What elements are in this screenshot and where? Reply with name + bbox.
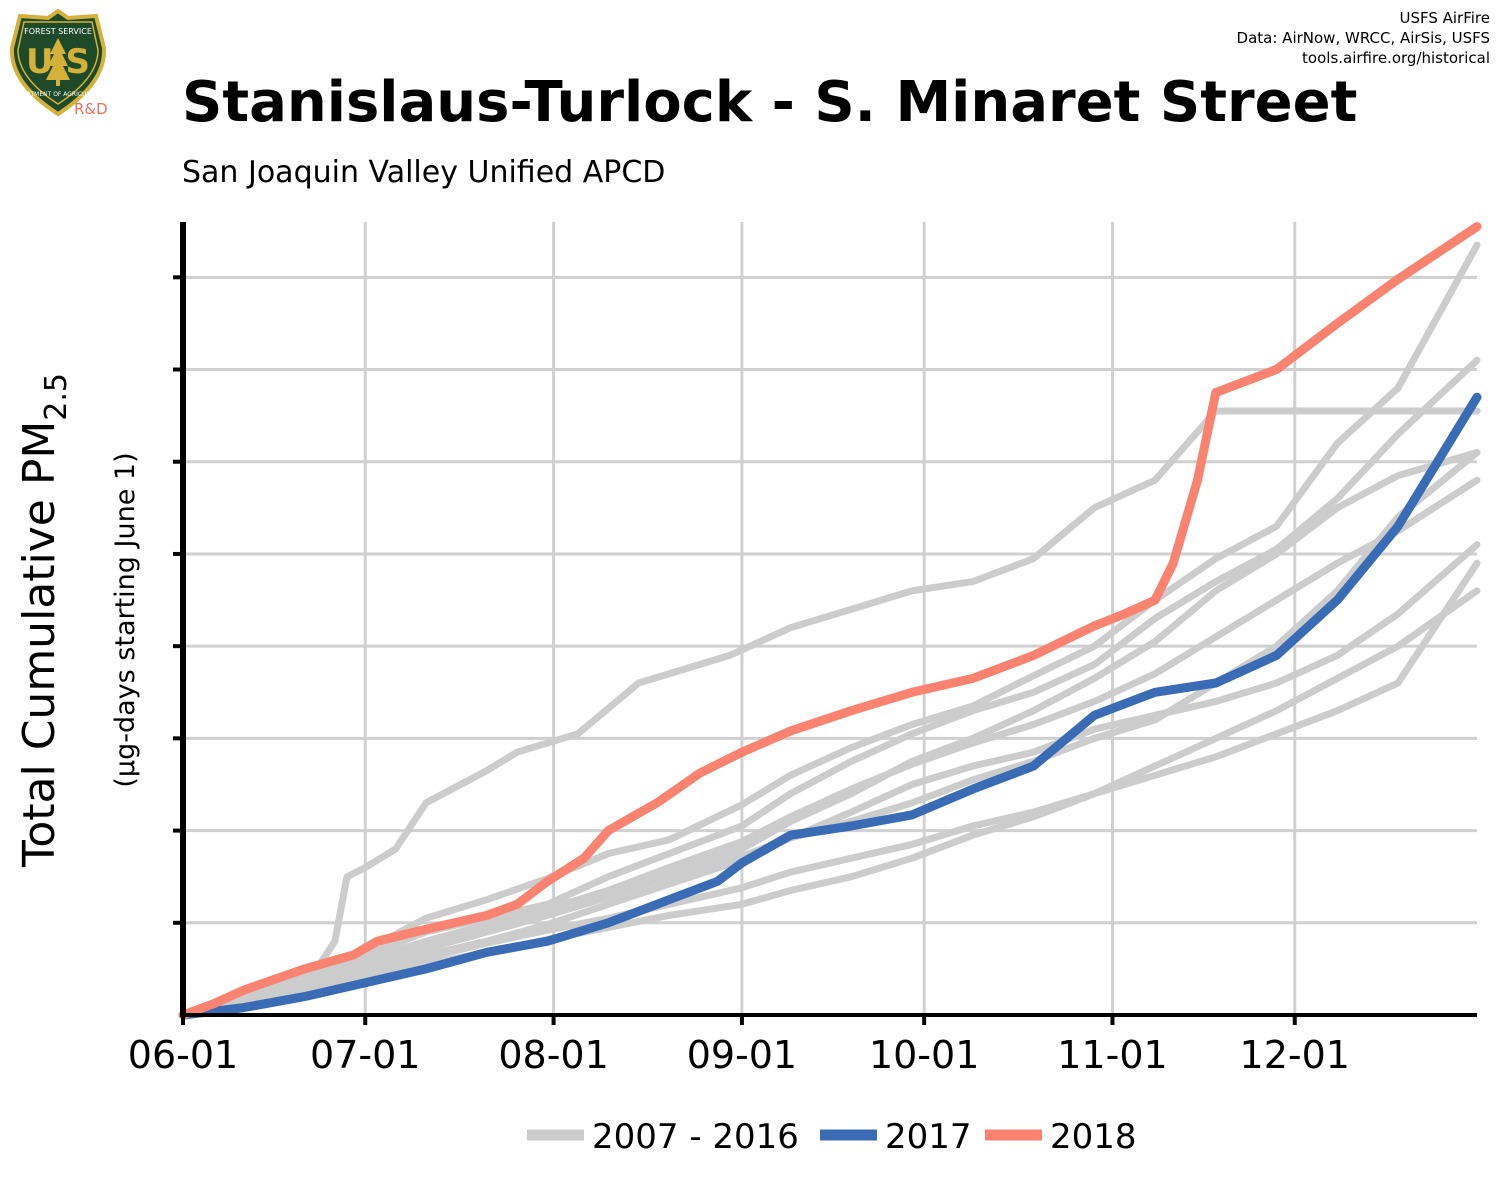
x-tick-label: 10-01 — [869, 1033, 979, 1077]
series-line-historical — [179, 449, 1481, 1019]
series-lines — [178, 222, 1482, 1020]
logo-bottom-text: DEPARTMENT OF AGRICULTURE — [11, 91, 105, 98]
credit-line-1: USFS AirFire — [1399, 9, 1490, 27]
y-axis-title-main: Total Cumulative PM — [14, 421, 65, 868]
legend-label: 2007 - 2016 — [592, 1117, 799, 1157]
series-line-historical — [179, 587, 1481, 1019]
y-axis-labels: Total Cumulative PM2.5 (µg-days starting… — [14, 373, 141, 868]
series-line-historical — [179, 476, 1481, 1019]
credit-line-2: Data: AirNow, WRCC, AirSis, USFS — [1236, 29, 1490, 47]
usfs-shield-icon: FOREST SERVICE U S DEPARTMENT OF AGRICUL… — [8, 8, 108, 118]
logo-top-text: FOREST SERVICE — [24, 27, 92, 36]
y-axis-title: Total Cumulative PM2.5 — [14, 373, 74, 868]
series-line-2018 — [178, 222, 1482, 1020]
x-tick-label: 07-01 — [310, 1033, 420, 1077]
legend-label: 2017 — [885, 1117, 972, 1157]
credit-line-3: tools.airfire.org/historical — [1302, 49, 1490, 67]
x-tick-label: 11-01 — [1057, 1033, 1167, 1077]
x-tick-label: 09-01 — [687, 1033, 797, 1077]
x-tick-label: 06-01 — [128, 1033, 238, 1077]
x-tick-label: 12-01 — [1240, 1033, 1350, 1077]
axes — [173, 222, 1477, 1025]
legend-label: 2018 — [1050, 1117, 1137, 1157]
credits: USFS AirFire Data: AirNow, WRCC, AirSis,… — [1237, 8, 1490, 68]
series-line-historical — [179, 356, 1481, 1019]
x-tick-label: 08-01 — [498, 1033, 608, 1077]
series-line-historical — [179, 241, 1481, 1019]
chart-title: Stanislaus-Turlock - S. Minaret Street — [182, 70, 1358, 135]
y-axis-title-sub: 2.5 — [39, 373, 74, 421]
series-line-2017 — [178, 392, 1482, 1020]
legend: 2007 - 2016 2017 2018 — [527, 1117, 1137, 1157]
series-line-historical — [179, 407, 1481, 1019]
y-axis-units: (µg-days starting June 1) — [110, 452, 141, 787]
rd-tag: R&D — [74, 100, 108, 118]
chart-subtitle: San Joaquin Valley Unified APCD — [182, 155, 666, 190]
x-tick-labels: 06-01 07-01 08-01 09-01 10-01 11-01 12-01 — [128, 1033, 1350, 1077]
